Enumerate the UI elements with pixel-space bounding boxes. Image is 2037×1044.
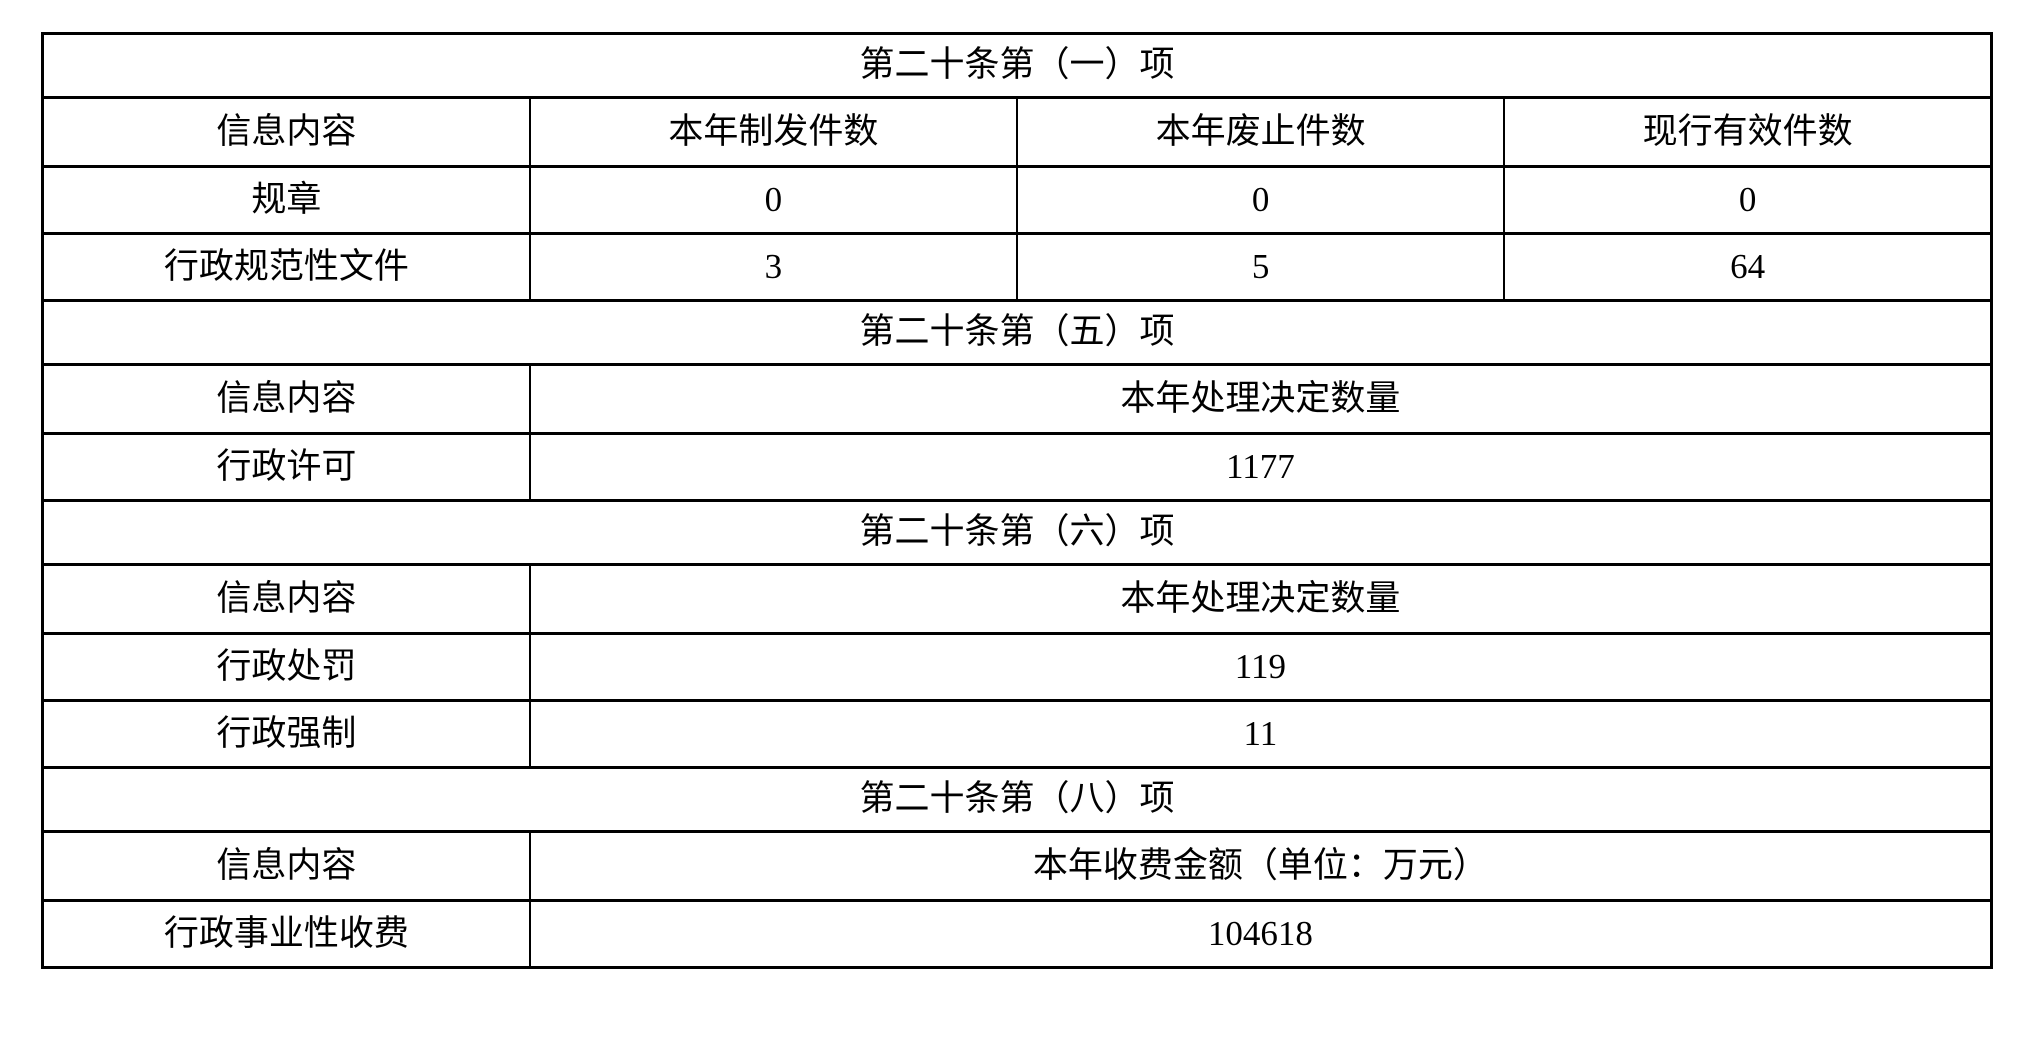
table-row: 行政许可 1177 xyxy=(41,432,1993,502)
column-header: 信息内容 xyxy=(41,363,531,435)
row-label: 行政强制 xyxy=(41,699,531,769)
section-1: 第二十条第（一）项 xyxy=(41,32,1993,99)
cell-value: 104618 xyxy=(528,899,1993,969)
column-header: 现行有效件数 xyxy=(1503,96,1993,168)
table-row: 行政规范性文件 3 5 64 xyxy=(41,232,1993,302)
cell-value: 1177 xyxy=(528,432,1993,502)
report-table: 第二十条第（一）项 信息内容 本年制发件数 本年废止件数 现行有效件数 规章 0… xyxy=(41,32,1993,969)
column-header: 本年处理决定数量 xyxy=(528,563,1993,635)
section-4-header-row: 信息内容 本年收费金额（单位：万元） xyxy=(41,830,1993,902)
column-header: 本年制发件数 xyxy=(528,96,1019,168)
table-row: 行政事业性收费 104618 xyxy=(41,899,1993,969)
cell-value: 0 xyxy=(1503,165,1993,235)
row-label: 规章 xyxy=(41,165,531,235)
column-header: 本年废止件数 xyxy=(1015,96,1506,168)
cell-value: 11 xyxy=(528,699,1993,769)
section-title: 第二十条第（八）项 xyxy=(41,766,1993,833)
column-header: 信息内容 xyxy=(41,96,531,168)
row-label: 行政处罚 xyxy=(41,632,531,702)
row-label: 行政规范性文件 xyxy=(41,232,531,302)
column-header: 本年处理决定数量 xyxy=(528,363,1993,435)
column-header: 信息内容 xyxy=(41,830,531,902)
cell-value: 0 xyxy=(528,165,1019,235)
cell-value: 0 xyxy=(1015,165,1506,235)
section-3: 第二十条第（六）项 xyxy=(41,499,1993,566)
column-header: 本年收费金额（单位：万元） xyxy=(528,830,1993,902)
row-label: 行政事业性收费 xyxy=(41,899,531,969)
section-3-header-row: 信息内容 本年处理决定数量 xyxy=(41,563,1993,635)
cell-value: 5 xyxy=(1015,232,1506,302)
section-title: 第二十条第（一）项 xyxy=(41,32,1993,99)
section-title: 第二十条第（五）项 xyxy=(41,299,1993,366)
table-row: 行政强制 11 xyxy=(41,699,1993,769)
cell-value: 119 xyxy=(528,632,1993,702)
section-title: 第二十条第（六）项 xyxy=(41,499,1993,566)
section-1-header-row: 信息内容 本年制发件数 本年废止件数 现行有效件数 xyxy=(41,96,1993,168)
row-label: 行政许可 xyxy=(41,432,531,502)
table-row: 规章 0 0 0 xyxy=(41,165,1993,235)
table-row: 行政处罚 119 xyxy=(41,632,1993,702)
cell-value: 3 xyxy=(528,232,1019,302)
section-4: 第二十条第（八）项 xyxy=(41,766,1993,833)
section-2: 第二十条第（五）项 xyxy=(41,299,1993,366)
section-2-header-row: 信息内容 本年处理决定数量 xyxy=(41,363,1993,435)
column-header: 信息内容 xyxy=(41,563,531,635)
cell-value: 64 xyxy=(1503,232,1993,302)
